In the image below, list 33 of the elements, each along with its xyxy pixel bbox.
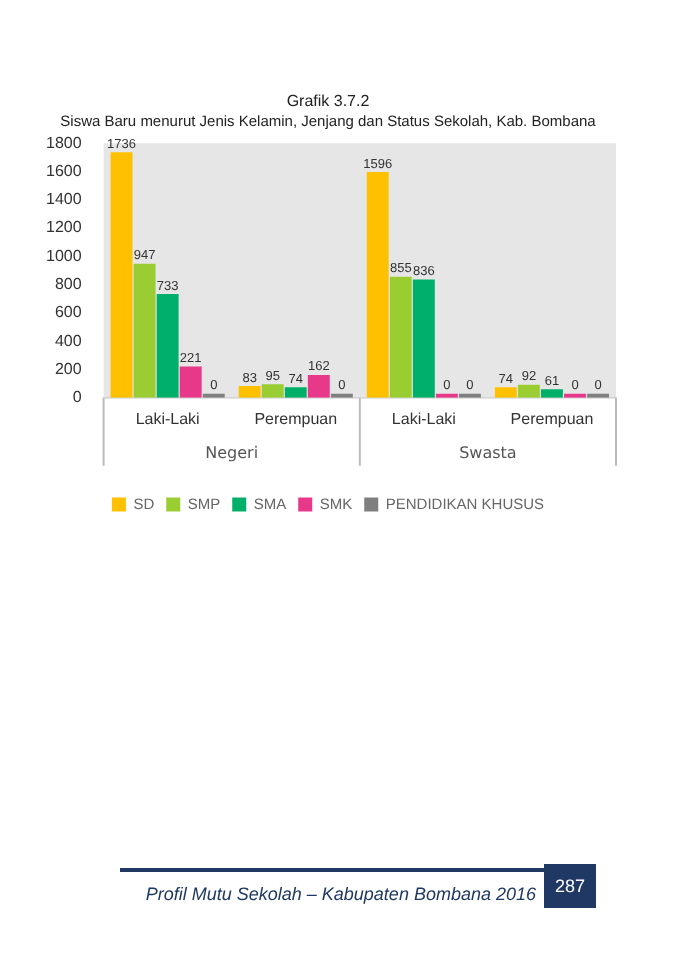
y-tick-label: 0 bbox=[72, 388, 83, 407]
bar bbox=[238, 386, 261, 398]
y-tick-label: 1600 bbox=[46, 161, 83, 180]
y-tick-label: 400 bbox=[54, 331, 83, 350]
x-tick-label: Laki-Laki bbox=[135, 409, 201, 428]
y-tick-label: 200 bbox=[54, 359, 83, 378]
x-tick-label: Perempuan bbox=[510, 409, 594, 428]
y-tick-label: 1800 bbox=[46, 133, 83, 152]
bar bbox=[494, 387, 517, 398]
y-tick-label: 800 bbox=[54, 275, 83, 294]
text: 287 bbox=[544, 864, 596, 908]
bar bbox=[156, 294, 179, 398]
bar bbox=[179, 366, 202, 398]
bar bbox=[389, 276, 412, 398]
text: Swasta bbox=[459, 443, 517, 462]
y-tick-label: 1400 bbox=[46, 190, 83, 209]
bar bbox=[133, 263, 156, 398]
bar bbox=[541, 389, 563, 398]
bar bbox=[366, 172, 389, 398]
text: Profil Mutu Sekolah – Kabupaten Bombana 2016 bbox=[143, 884, 536, 904]
y-tick-label: 1000 bbox=[46, 246, 83, 265]
bar bbox=[284, 387, 307, 398]
x-tick-label: Perempuan bbox=[254, 409, 338, 428]
text: Negeri bbox=[205, 443, 259, 462]
bar bbox=[517, 384, 540, 398]
chart-title: Grafik 3.7.2 bbox=[286, 92, 371, 111]
bar bbox=[307, 374, 330, 398]
bar bbox=[261, 384, 284, 398]
bar bbox=[110, 152, 133, 398]
y-tick-label: 600 bbox=[54, 303, 83, 322]
bar bbox=[412, 279, 435, 398]
y-tick-label: 1200 bbox=[46, 218, 83, 237]
x-tick-label: Laki-Laki bbox=[391, 409, 457, 428]
